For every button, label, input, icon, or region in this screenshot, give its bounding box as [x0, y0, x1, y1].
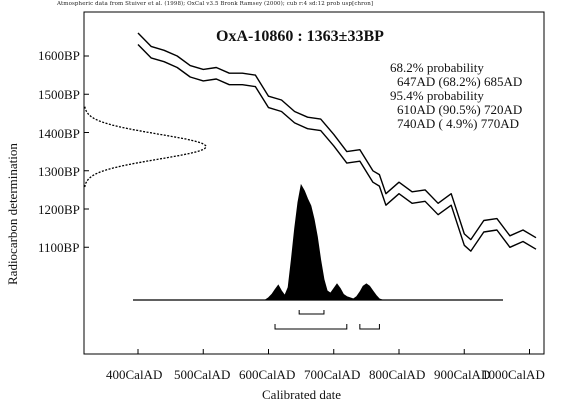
y-tick-label-1100: 1100BP	[38, 240, 80, 255]
range-95-bar-2	[359, 324, 380, 330]
calibrated-distribution	[263, 183, 386, 301]
range-95-bar-1	[274, 324, 348, 330]
calibration-curve-lower	[137, 44, 537, 252]
annotation-68-heading: 68.2% probability	[390, 60, 484, 75]
y-tick-label-1500: 1500BP	[38, 87, 80, 102]
x-tick-label-1000: 1000CalAD	[482, 367, 545, 382]
y-tick-label-1200: 1200BP	[38, 202, 80, 217]
range-68-bar-1	[298, 310, 325, 315]
annotation-95-heading: 95.4% probability	[390, 88, 484, 103]
x-axis-label: Calibrated date	[262, 387, 342, 402]
x-tick-label-700: 700CalAD	[304, 367, 361, 382]
x-tick-label-500: 500CalAD	[174, 367, 231, 382]
annotation-95-range-1: 610AD (90.5%) 720AD	[397, 102, 523, 117]
y-tick-label-1300: 1300BP	[38, 164, 80, 179]
data-credit: Atmospheric data from Stuiver et al. (19…	[57, 1, 374, 7]
radiocarbon-distribution	[84, 106, 207, 188]
x-tick-label-800: 800CalAD	[369, 367, 426, 382]
y-tick-label-1600: 1600BP	[38, 48, 80, 63]
x-tick-label-400: 400CalAD	[106, 367, 163, 382]
x-tick-label-900: 900CalAD	[434, 367, 491, 382]
plot-frame	[83, 11, 545, 355]
annotation-95-range-2: 740AD ( 4.9%) 770AD	[397, 116, 520, 131]
calibration-curve-upper	[137, 32, 537, 241]
chart-title: OxA-10860 : 1363±33BP	[216, 28, 384, 45]
y-axis-label: Radiocarbon determination	[5, 143, 20, 285]
y-tick-label-1400: 1400BP	[38, 126, 80, 141]
annotation-68-range: 647AD (68.2%) 685AD	[397, 74, 523, 89]
x-tick-label-600: 600CalAD	[239, 367, 296, 382]
